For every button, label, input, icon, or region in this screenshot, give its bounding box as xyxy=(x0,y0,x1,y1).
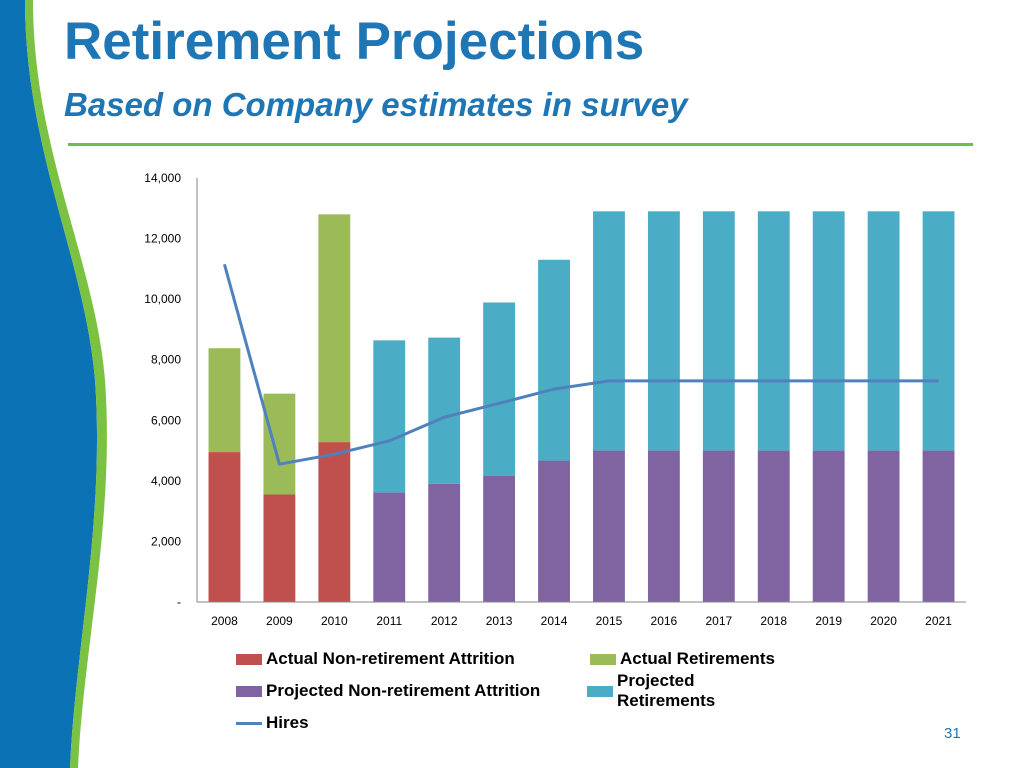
legend-swatch xyxy=(590,653,616,665)
slide-title: Retirement Projections xyxy=(64,12,645,71)
x-tick-label: 2010 xyxy=(321,614,348,628)
bar-2018-series-2 xyxy=(757,450,790,602)
legend-label: Projected Retirements xyxy=(617,671,716,710)
bar-2012-series-2 xyxy=(428,483,461,602)
x-tick-label: 2013 xyxy=(486,614,513,628)
y-tick-label: 8,000 xyxy=(151,353,181,367)
legend-item-projected-non-retirement: Projected Non-retirement Attrition xyxy=(236,681,587,701)
bar-2013-series-3 xyxy=(483,302,516,477)
legend-label: Hires xyxy=(266,713,309,732)
bar-2016-series-3 xyxy=(647,211,680,451)
y-tick-label: 6,000 xyxy=(151,413,181,427)
bar-2010-series-1 xyxy=(318,214,351,443)
legend-item-actual-non-retirement: Actual Non-retirement Attrition xyxy=(236,649,590,669)
legend-label: Actual Non-retirement Attrition xyxy=(266,649,515,668)
y-tick-label: 10,000 xyxy=(144,292,181,306)
x-tick-label: 2009 xyxy=(266,614,293,628)
bar-2011-series-3 xyxy=(373,340,406,493)
x-tick-label: 2018 xyxy=(760,614,787,628)
bar-2010-series-0 xyxy=(318,442,351,602)
bar-2020-series-3 xyxy=(867,211,900,451)
bar-2008-series-0 xyxy=(208,452,241,602)
legend-item-projected-retirements: Projected Retirements xyxy=(587,671,796,711)
x-tick-label: 2008 xyxy=(211,614,238,628)
x-tick-label: 2011 xyxy=(376,614,402,628)
x-tick-label: 2012 xyxy=(431,614,458,628)
legend-item-hires: Hires xyxy=(236,713,309,733)
slide-subtitle: Based on Company estimates in survey xyxy=(64,86,688,123)
bar-2019-series-2 xyxy=(812,450,845,602)
bar-2009-series-1 xyxy=(263,393,296,495)
bar-2017-series-2 xyxy=(702,450,735,602)
bar-2021-series-3 xyxy=(922,211,955,451)
y-tick-label: 12,000 xyxy=(144,232,181,246)
bar-2014-series-3 xyxy=(538,259,570,461)
legend-label: Actual Retirements xyxy=(620,649,775,668)
bar-2014-series-2 xyxy=(538,460,570,602)
chart-legend: Actual Non-retirement Attrition Actual R… xyxy=(236,643,796,739)
y-tick-label: 4,000 xyxy=(151,474,181,488)
bar-2011-series-2 xyxy=(373,492,406,602)
stacked-bar-chart: -2,0004,0006,0008,00010,00012,00014,000 … xyxy=(144,171,966,628)
bar-2013-series-2 xyxy=(483,476,516,602)
bar-2009-series-0 xyxy=(263,494,296,602)
bar-2015-series-2 xyxy=(593,450,625,602)
y-tick-label: 2,000 xyxy=(151,534,181,548)
title-divider xyxy=(68,143,973,146)
hires-line xyxy=(223,263,939,466)
x-tick-label: 2017 xyxy=(705,614,732,628)
legend-swatch xyxy=(587,685,613,697)
legend-swatch xyxy=(236,685,262,697)
x-tick-label: 2021 xyxy=(925,614,952,628)
legend-item-actual-retirements: Actual Retirements xyxy=(590,649,775,669)
left-band-green xyxy=(25,0,107,768)
bar-2016-series-2 xyxy=(647,450,680,602)
y-tick-label: - xyxy=(177,595,181,609)
page-number: 31 xyxy=(944,725,961,742)
bar-2008-series-1 xyxy=(208,348,241,453)
bar-2015-series-3 xyxy=(593,211,625,451)
x-tick-label: 2015 xyxy=(596,614,623,628)
legend-line-swatch xyxy=(236,721,262,725)
bar-2012-series-3 xyxy=(428,337,461,484)
left-band-blue xyxy=(0,0,98,768)
y-tick-label: 14,000 xyxy=(144,171,181,185)
bar-2020-series-2 xyxy=(867,450,900,602)
bar-2021-series-2 xyxy=(922,450,955,602)
bar-2019-series-3 xyxy=(812,211,845,451)
left-decorative-band xyxy=(0,0,107,768)
x-tick-label: 2014 xyxy=(541,614,568,628)
legend-swatch xyxy=(236,653,262,665)
legend-label: Projected Non-retirement Attrition xyxy=(266,681,541,700)
x-tick-label: 2019 xyxy=(815,614,842,628)
x-tick-label: 2020 xyxy=(870,614,897,628)
x-tick-label: 2016 xyxy=(651,614,678,628)
bar-2018-series-3 xyxy=(757,211,790,451)
bar-2017-series-3 xyxy=(702,211,735,451)
